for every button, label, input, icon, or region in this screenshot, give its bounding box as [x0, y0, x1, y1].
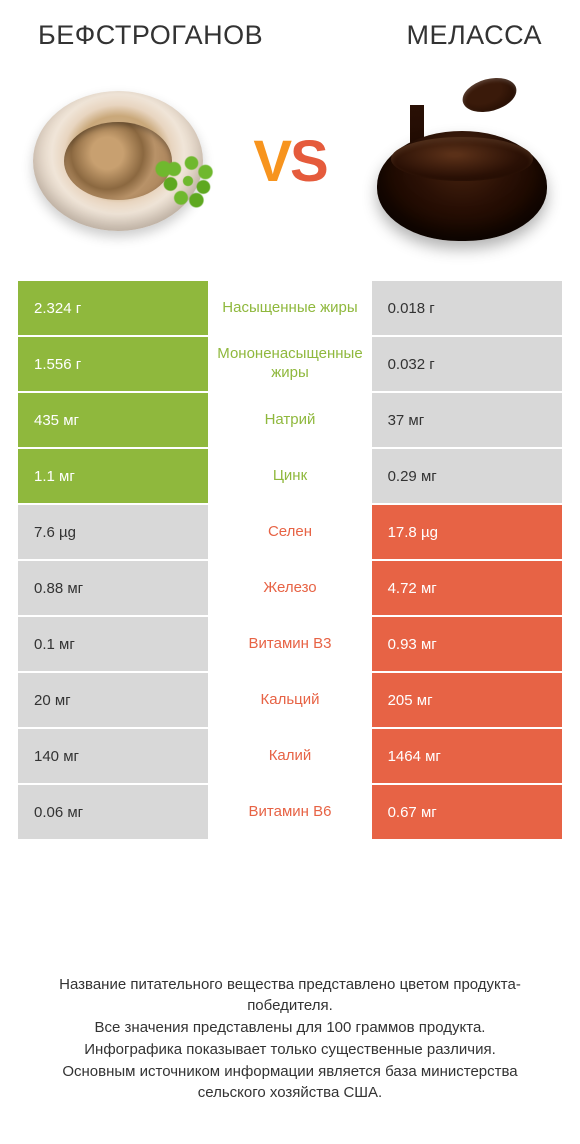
infographic-container: БЕФСТРОГАНОВ МЕЛАССА VS 2.324 гНасыщенны… [0, 0, 580, 1144]
cell-left-value: 0.06 мг [18, 785, 208, 839]
plate-icon [33, 91, 203, 231]
table-row: 0.88 мгЖелезо4.72 мг [18, 561, 562, 617]
cell-left-value: 20 мг [18, 673, 208, 727]
table-row: 435 мгНатрий37 мг [18, 393, 562, 449]
food-image-right [372, 71, 552, 251]
table-row: 0.1 мгВитамин B30.93 мг [18, 617, 562, 673]
cell-nutrient-label: Железо [208, 561, 371, 615]
cell-left-value: 140 мг [18, 729, 208, 783]
cell-right-value: 0.032 г [372, 337, 562, 391]
cell-nutrient-label: Селен [208, 505, 371, 559]
bowl-shape [377, 131, 547, 241]
cell-nutrient-label: Витамин B3 [208, 617, 371, 671]
cell-left-value: 1.1 мг [18, 449, 208, 503]
footer-text: Название питательного вещества представл… [18, 974, 562, 1125]
cell-nutrient-label: Цинк [208, 449, 371, 503]
vs-label: VS [253, 128, 326, 195]
cell-nutrient-label: Витамин B6 [208, 785, 371, 839]
bowl-icon [372, 71, 552, 251]
cell-left-value: 0.1 мг [18, 617, 208, 671]
cell-right-value: 1464 мг [372, 729, 562, 783]
cell-right-value: 17.8 µg [372, 505, 562, 559]
table-row: 2.324 гНасыщенные жиры0.018 г [18, 281, 562, 337]
cell-left-value: 0.88 мг [18, 561, 208, 615]
table-row: 0.06 мгВитамин B60.67 мг [18, 785, 562, 841]
cell-right-value: 4.72 мг [372, 561, 562, 615]
table-row: 7.6 µgСелен17.8 µg [18, 505, 562, 561]
cell-right-value: 0.29 мг [372, 449, 562, 503]
title-right: МЕЛАССА [406, 20, 542, 51]
hero-row: VS [18, 71, 562, 251]
food-image-left [28, 71, 208, 251]
cell-left-value: 2.324 г [18, 281, 208, 335]
cell-right-value: 37 мг [372, 393, 562, 447]
cell-nutrient-label: Насыщенные жиры [208, 281, 371, 335]
cell-right-value: 0.018 г [372, 281, 562, 335]
title-left: БЕФСТРОГАНОВ [38, 20, 263, 51]
cell-left-value: 1.556 г [18, 337, 208, 391]
cell-right-value: 205 мг [372, 673, 562, 727]
cell-nutrient-label: Натрий [208, 393, 371, 447]
cell-nutrient-label: Калий [208, 729, 371, 783]
cell-right-value: 0.93 мг [372, 617, 562, 671]
cell-left-value: 435 мг [18, 393, 208, 447]
titles-row: БЕФСТРОГАНОВ МЕЛАССА [18, 20, 562, 51]
table-row: 1.1 мгЦинк0.29 мг [18, 449, 562, 505]
vs-s: S [290, 129, 327, 194]
vs-v: V [253, 129, 290, 194]
table-row: 20 мгКальций205 мг [18, 673, 562, 729]
cell-nutrient-label: Мононенасыщенные жиры [208, 337, 371, 391]
table-row: 1.556 гМононенасыщенные жиры0.032 г [18, 337, 562, 393]
comparison-table: 2.324 гНасыщенные жиры0.018 г1.556 гМоно… [18, 281, 562, 841]
table-row: 140 мгКалий1464 мг [18, 729, 562, 785]
cell-nutrient-label: Кальций [208, 673, 371, 727]
peas-icon [153, 151, 223, 211]
cell-right-value: 0.67 мг [372, 785, 562, 839]
cell-left-value: 7.6 µg [18, 505, 208, 559]
